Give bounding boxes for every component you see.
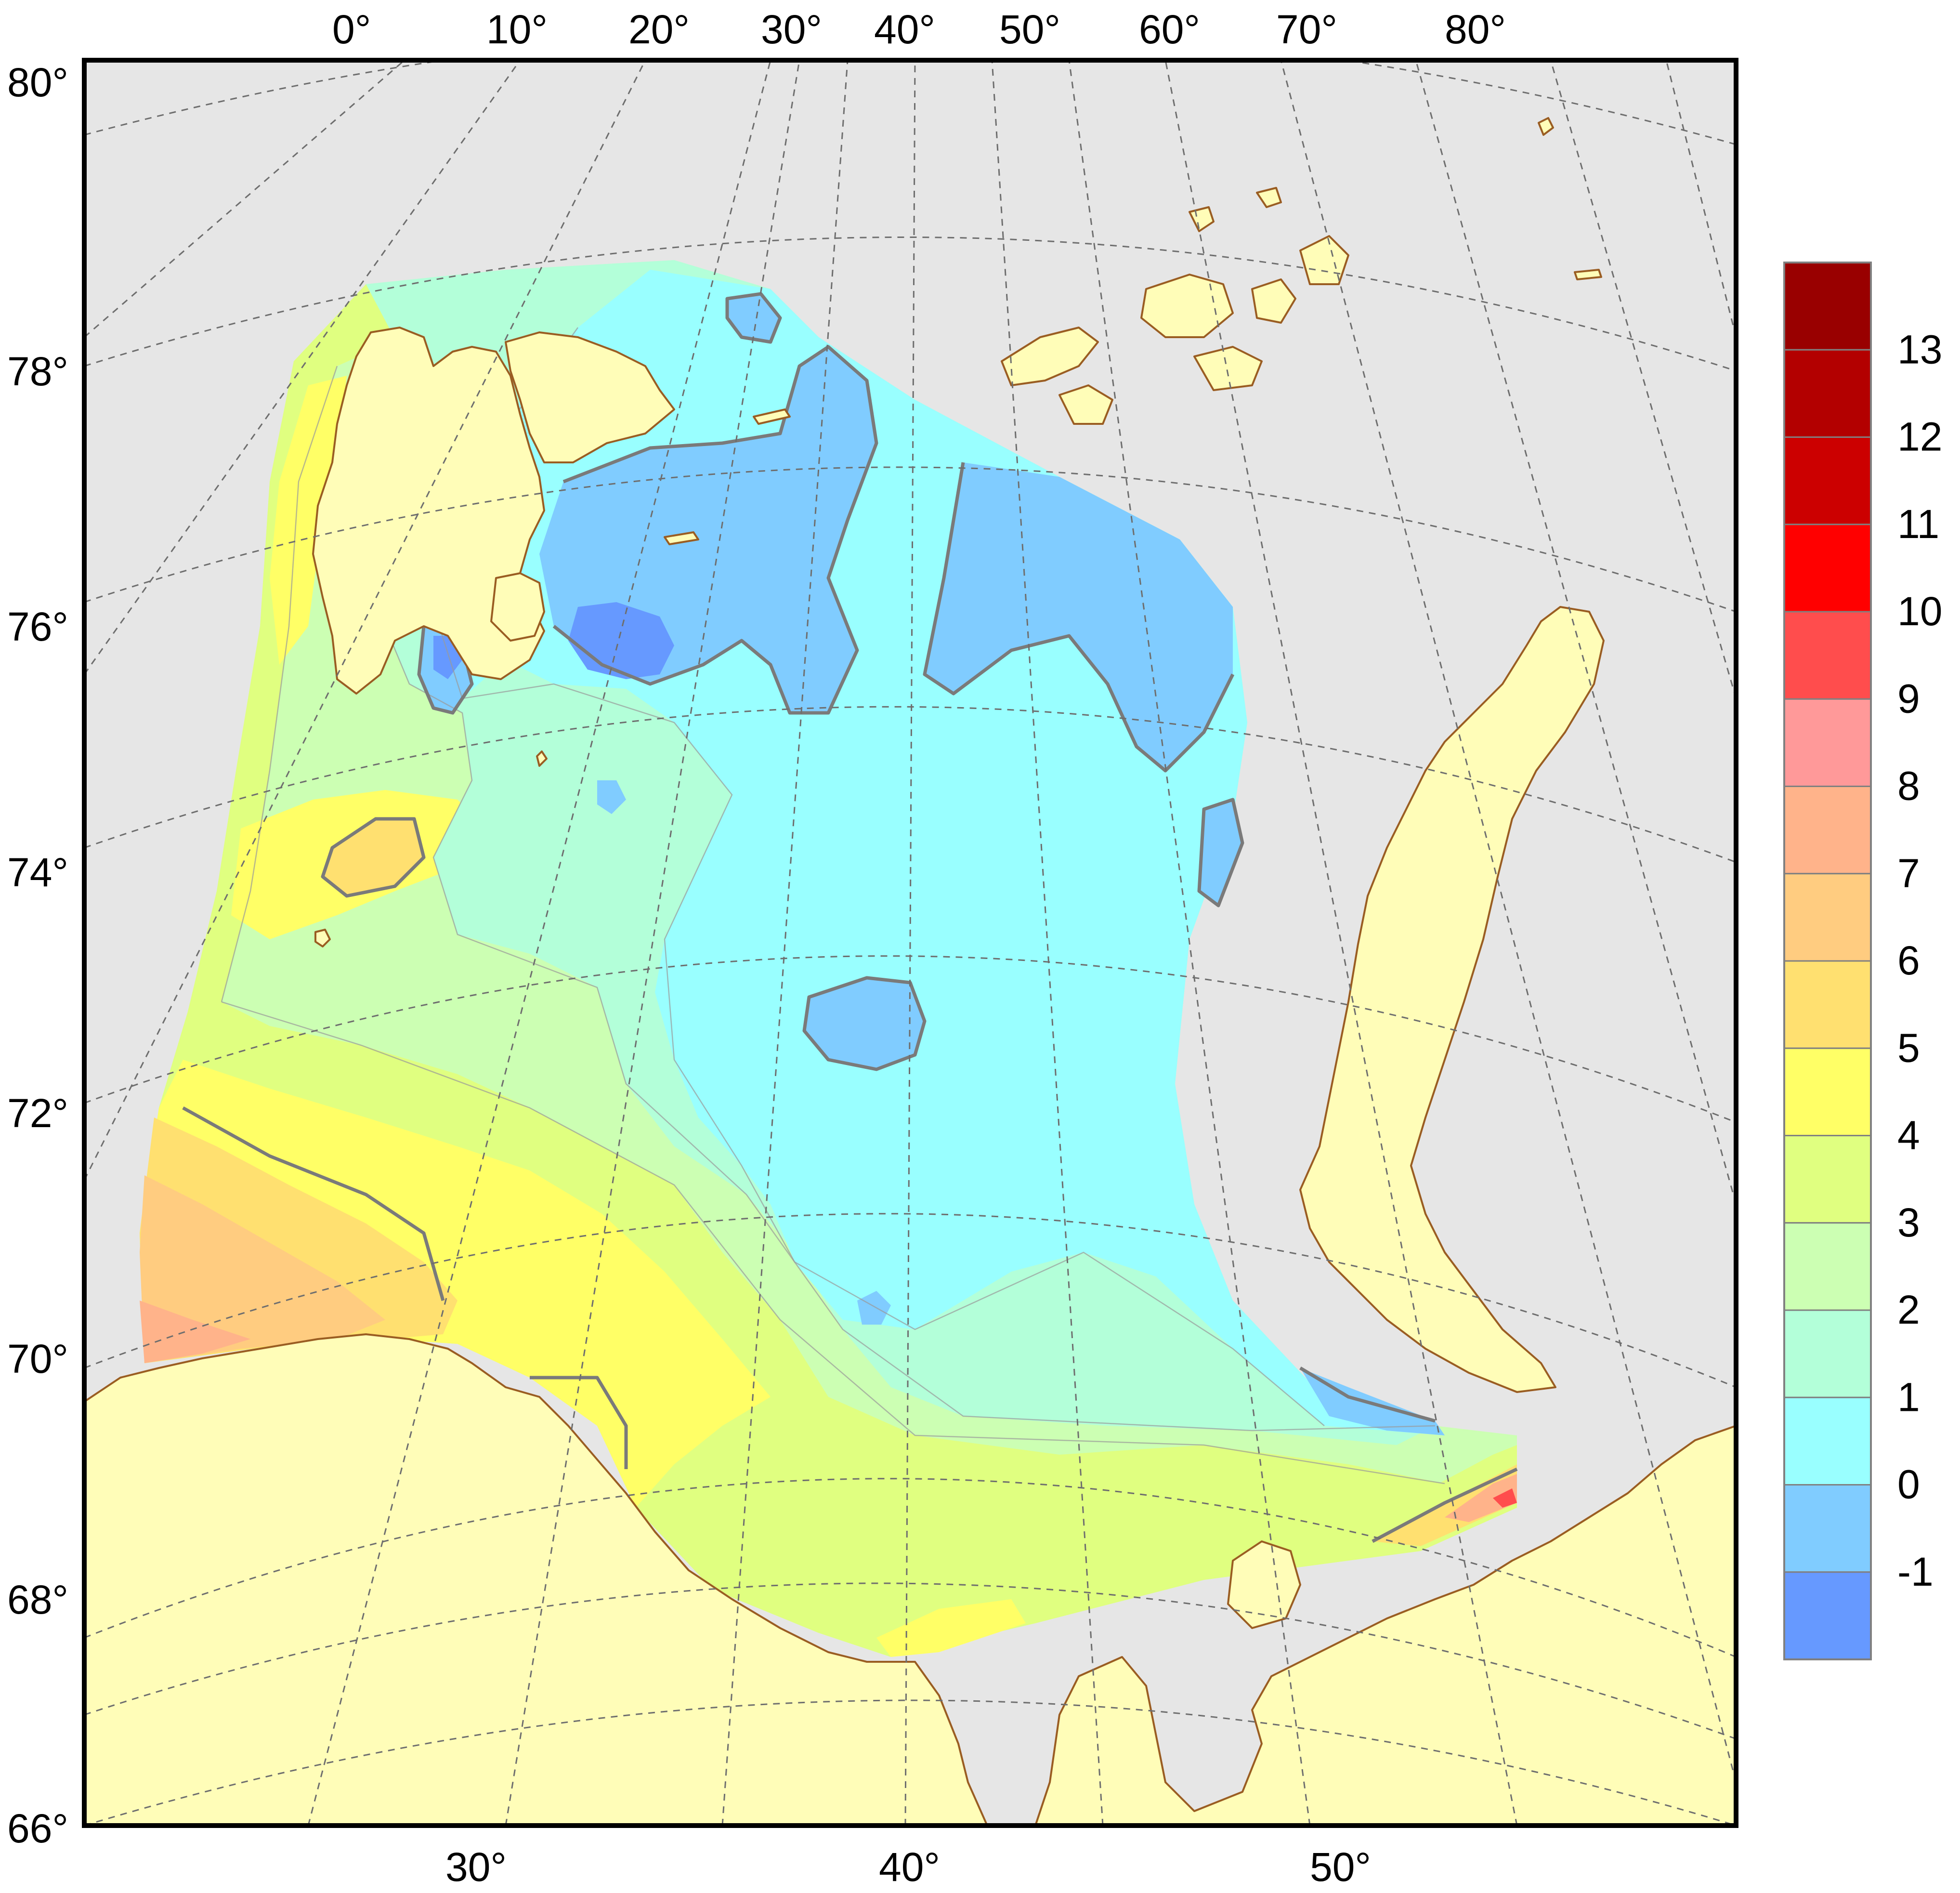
land-franz-josef-5 [1251,278,1296,324]
left-lat-label: 78° [7,349,68,394]
land-kolguev [1227,1540,1301,1629]
legend-swatch [1783,1484,1872,1573]
bottom-lon-label: 40° [879,1844,940,1890]
top-lon-label: 70° [1276,7,1337,52]
band-warm-east-9-10 [1493,1488,1517,1508]
band-minus1-0-small [857,1291,891,1325]
left-lat-label: 76° [7,604,68,649]
land-bear-island [314,929,331,947]
legend-swatch [1783,611,1872,700]
data-field [140,260,1517,1657]
legend-label: 10 [1897,589,1942,634]
legend-swatch [1783,1047,1872,1136]
top-lon-label: 60° [1139,7,1200,52]
legend-label: 1 [1897,1374,1920,1420]
legend-swatch [1783,960,1872,1049]
legend-swatch [1783,1135,1872,1224]
band-minus1-0-nw [727,294,780,342]
graticule [84,60,1736,1826]
legend-swatch [1783,349,1872,438]
land-franz-josef-4 [1193,346,1263,391]
legend-label: 4 [1897,1113,1920,1158]
left-lat-label: 74° [7,850,68,895]
legend-frame [1783,262,1872,1660]
left-lat-label: 68° [7,1577,68,1622]
band-warm-east-7-8 [1445,1474,1517,1522]
legend-swatch [1783,1396,1872,1485]
legend-label: 6 [1897,938,1920,983]
land-franz-josef-10 [1574,269,1602,280]
bottom-lon-label: 50° [1310,1844,1371,1890]
top-lon-label: 80° [1445,7,1506,52]
land-novaya-zemlya [1299,606,1605,1393]
left-lat-label: 80° [7,60,68,105]
bottom-lon-label: 30° [445,1844,507,1890]
land-franz-josef-6 [1299,235,1349,285]
left-lat-label: 66° [7,1806,68,1851]
legend-swatch [1783,524,1872,613]
band-warm-east-3-4 [1348,1445,1517,1556]
band-minus1-0-small2 [597,780,626,814]
land-svalbard [312,327,545,695]
legend-label: 13 [1897,327,1942,372]
land-masses [84,117,1736,1826]
legend-swatch [1783,1309,1872,1398]
left-latitude-labels: 80° 78° 76° 74° 72° 70° 68° 66° [7,60,68,1851]
legend-label: 8 [1897,763,1920,809]
legend-swatch [1783,262,1872,351]
land-nordaustlandet [505,331,675,463]
left-lat-label: 70° [7,1336,68,1381]
top-lon-label: 50° [999,7,1060,52]
legend-label: 9 [1897,676,1920,721]
legend-label: 7 [1897,851,1920,896]
land-franz-josef-9 [1538,117,1554,136]
band-4-5-north [270,376,347,665]
band-0-1-east [915,751,1108,891]
legend-label: 11 [1897,501,1939,547]
legend-swatch [1783,1222,1872,1311]
land-mainland [84,1333,1736,1826]
bottom-longitude-labels: 30° 40° 50° [445,1844,1371,1890]
land-small-arch [753,408,791,425]
band-7-8 [140,1301,250,1363]
band-4-5-south [876,1599,1026,1657]
band-6-7 [140,1175,385,1363]
legend-label: -1 [1897,1549,1934,1594]
top-lon-label: 20° [628,7,690,52]
legend-label: 12 [1897,414,1942,460]
top-lon-label: 40° [874,7,935,52]
top-lon-label: 0° [332,7,371,52]
land-franz-josef-1 [1001,327,1099,386]
legend-swatch [1783,786,1872,875]
band-minus1-0-pechora [1300,1368,1445,1435]
land-edgeoya [490,572,545,642]
legend-swatch [1783,1571,1872,1660]
top-lon-label: 10° [486,7,548,52]
band-4-5 [140,1060,771,1508]
band-minus1-0-far-ne [1199,800,1242,906]
map-frame [82,58,1738,1828]
thick-contours [182,292,1518,1543]
legend-label: 5 [1897,1025,1920,1070]
legend-swatch [1783,698,1872,787]
legend-label: 3 [1897,1200,1920,1245]
top-lon-label: 30° [761,7,822,52]
land-hopen [536,750,548,767]
legend-swatch [1783,873,1872,962]
band-minus1-0-central [804,978,925,1069]
legend-label: 2 [1897,1287,1920,1332]
legend-label: 0 [1897,1462,1920,1507]
land-franz-josef-2 [1058,384,1113,425]
land-small-arch-2 [664,531,699,545]
top-longitude-labels: 0° 10° 20° 30° 40° 50° 60° 70° 80° [332,7,1506,52]
left-lat-label: 72° [7,1091,68,1136]
land-franz-josef-8 [1256,187,1282,208]
legend-swatch [1783,436,1872,526]
